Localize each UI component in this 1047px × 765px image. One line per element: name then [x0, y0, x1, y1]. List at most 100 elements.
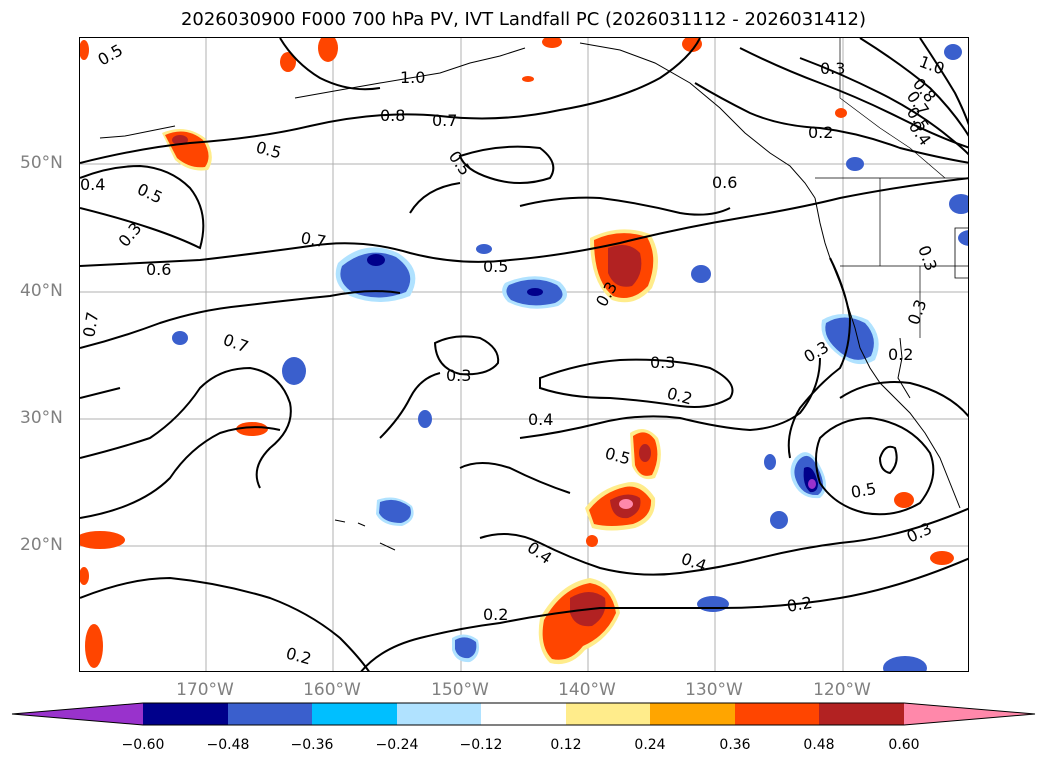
positive-anomaly-blob: [162, 129, 212, 171]
colorbar-segment-9: [819, 703, 904, 725]
lat-label-20n: 20°N: [20, 535, 63, 555]
positive-anomaly-blob: [318, 38, 338, 62]
positive-anomaly-blob: [280, 52, 296, 72]
contour-label: 0.2: [483, 605, 508, 624]
colorbar-tick: 0.12: [550, 737, 582, 753]
contour-label: 0.4: [528, 410, 553, 429]
contour-label: 0.5: [254, 138, 284, 163]
contour-label: 0.3: [904, 297, 931, 327]
negative-anomaly-blob: [691, 265, 711, 283]
lon-label-160w: 160°W: [303, 680, 361, 700]
negative-anomaly-blob: [376, 497, 414, 526]
negative-anomaly-blob: [846, 157, 864, 171]
colorbar-segment-7: [650, 703, 735, 725]
contour-label: 0.2: [808, 123, 833, 142]
positive-anomaly-blob: [542, 38, 562, 48]
colorbar-segment-5: [481, 703, 566, 725]
contour-label: 0.5: [134, 179, 165, 207]
contour-label: 1.0: [400, 68, 425, 87]
contour-label: 0.5: [603, 444, 633, 469]
positive-anomaly-blob: [835, 108, 847, 118]
positive-anomaly-blob: [80, 40, 89, 60]
contour-label: 0.7: [432, 111, 457, 130]
map-canvas: 0.5 1.0 0.8 0.7 0.5 0.5 0.5 0.4 0.3 0.6 …: [80, 38, 968, 671]
colorbar-segment-4: [397, 703, 481, 725]
lon-label-130w: 130°W: [685, 680, 743, 700]
negative-anomaly-blob: [418, 410, 432, 428]
colorbar-segments: [12, 703, 1035, 725]
contour-label: 0.7: [299, 228, 327, 251]
colorbar-segment-10: [904, 703, 1035, 725]
lat-label-30n: 30°N: [20, 408, 63, 428]
colorbar-segment-3: [312, 703, 397, 725]
positive-anomaly-blob: [590, 229, 659, 303]
colorbar-outline: [11, 702, 1036, 726]
positive-anomaly-blob: [236, 422, 268, 436]
negative-anomaly-blob: [476, 244, 492, 254]
negative-anomaly-blob: [697, 596, 729, 612]
contour-label: 0.4: [524, 538, 556, 568]
contour-label: 0.2: [785, 593, 813, 616]
contour-label: 0.4: [679, 549, 709, 576]
contour-label: 0.6: [146, 260, 171, 279]
contour-label: 0.2: [888, 345, 913, 364]
colorbar-segment-6: [566, 703, 650, 725]
colorbar-tick: 0.36: [719, 737, 751, 753]
negative-anomaly-blob: [949, 194, 968, 214]
positive-anomaly-blob: [538, 578, 620, 665]
colorbar-tick: 0.24: [634, 737, 666, 753]
colorbar-segment-1: [143, 703, 228, 725]
colorbar-tick: −0.60: [121, 737, 165, 753]
colorbar-segment-8: [735, 703, 819, 725]
contour-label: 0.5: [95, 40, 127, 69]
contour-label: 0.3: [446, 366, 471, 385]
contour-label: 0.3: [115, 219, 146, 251]
coastlines: [99, 38, 968, 551]
negative-anomaly-blob: [764, 454, 776, 470]
colorbar-tick: −0.36: [290, 737, 334, 753]
contour-label: 0.2: [284, 644, 314, 669]
negative-anomaly-blob: [790, 452, 826, 499]
negative-anomaly-blob: [958, 230, 968, 246]
colorbar-segment-0: [12, 703, 143, 725]
map-title: 2026030900 F000 700 hPa PV, IVT Landfall…: [180, 9, 867, 30]
graticule: [80, 38, 968, 671]
positive-anomaly-blob: [80, 531, 125, 549]
positive-anomaly-blob: [586, 535, 598, 547]
negative-anomaly-blob: [883, 656, 927, 671]
colorbar: [11, 702, 1036, 726]
positive-anomaly-blob: [522, 76, 534, 82]
negative-anomaly-blob: [452, 634, 479, 663]
contour-label: 0.3: [650, 353, 675, 372]
lon-label-120w: 120°W: [813, 680, 871, 700]
ivt-anomaly-fills: [80, 38, 968, 671]
positive-anomaly-blob: [930, 551, 954, 565]
negative-anomaly-blob: [335, 247, 416, 302]
colorbar-tick: 0.60: [888, 737, 920, 753]
negative-anomaly-blob: [172, 331, 188, 345]
positive-anomaly-blob: [80, 567, 89, 585]
lon-label-140w: 140°W: [558, 680, 616, 700]
negative-anomaly-blob: [282, 357, 306, 385]
contour-label: 0.4: [80, 175, 105, 194]
map-panel[interactable]: 0.5 1.0 0.8 0.7 0.5 0.5 0.5 0.4 0.3 0.6 …: [79, 37, 969, 672]
negative-anomaly-blob: [944, 44, 962, 60]
positive-anomaly-blob: [85, 624, 103, 668]
colorbar-tick: −0.48: [206, 737, 250, 753]
positive-anomaly-blob: [894, 492, 914, 508]
pv-contours: [80, 38, 968, 671]
lat-label-40n: 40°N: [20, 281, 63, 301]
contour-label: 0.3: [914, 243, 941, 273]
contour-label: 0.3: [820, 59, 845, 78]
positive-anomaly-blob: [585, 482, 656, 531]
negative-anomaly-blob: [502, 276, 568, 309]
contour-label: 0.8: [380, 106, 405, 125]
contour-label: 0.7: [221, 330, 251, 357]
colorbar-tick: −0.24: [375, 737, 419, 753]
colorbar-segment-2: [228, 703, 312, 725]
lon-label-150w: 150°W: [431, 680, 489, 700]
negative-anomaly-blob: [770, 511, 788, 529]
contour-label: 0.6: [712, 173, 737, 192]
lat-label-50n: 50°N: [20, 153, 63, 173]
positive-anomaly-blob: [630, 429, 661, 480]
